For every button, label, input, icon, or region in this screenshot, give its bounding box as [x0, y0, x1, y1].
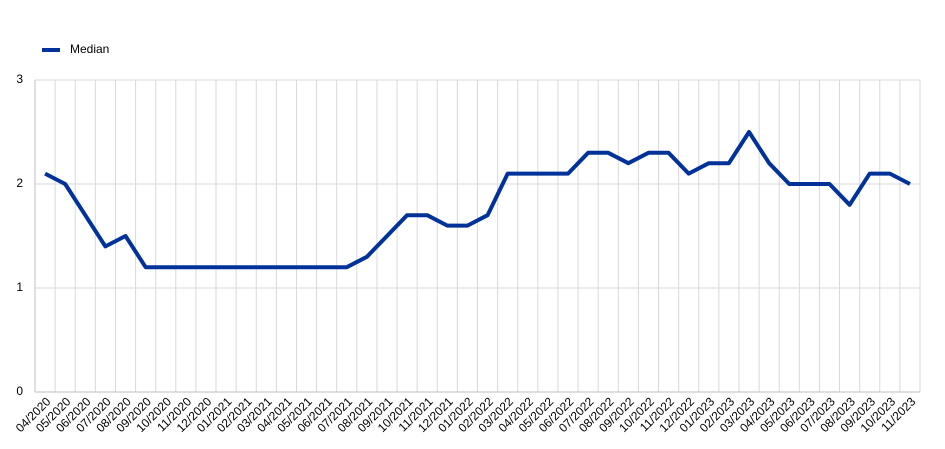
legend-label: Median [70, 42, 109, 56]
line [44, 130, 911, 270]
y-tick-label: 0 [16, 384, 23, 398]
y-tick-label: 3 [16, 72, 23, 86]
y-tick-label: 1 [16, 280, 23, 294]
y-tick-label: 2 [16, 176, 23, 190]
